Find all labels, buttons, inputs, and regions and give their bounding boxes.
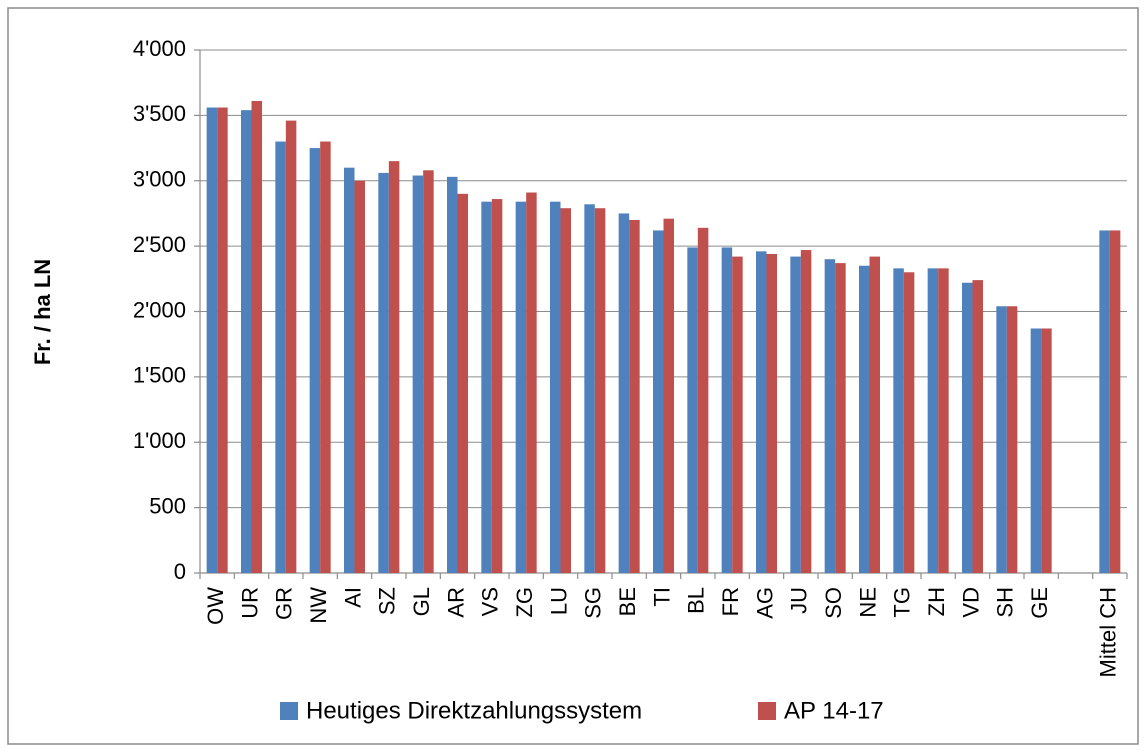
y-axis-label: Fr. / ha LN [30,259,55,365]
bar [903,272,915,573]
bar [251,100,262,574]
x-tick-label: JU [787,587,812,614]
x-tick-label: SG [581,587,606,619]
bar [663,218,674,574]
bar [344,167,355,574]
x-tick-label: BL [684,587,709,614]
y-tick-label: 0 [174,559,186,584]
bar [481,201,492,574]
bar [275,141,286,573]
x-tick-label: NW [306,587,331,624]
x-tick-label: OW [203,587,228,625]
bar [697,227,709,573]
bar [457,193,468,573]
x-tick-label: ZH [924,587,949,616]
bar [378,172,389,573]
bar [560,208,571,573]
x-tick-label: TG [890,587,915,618]
y-tick-label: 3'500 [133,101,186,126]
bar [412,175,424,573]
bar [1099,230,1110,573]
bar [800,250,812,574]
y-tick-label: 1'000 [133,428,186,453]
x-tick-label: AI [340,587,365,608]
x-tick-label: AG [752,587,777,619]
x-tick-label: SO [821,587,846,619]
bar [241,110,252,574]
bar [766,253,777,573]
x-tick-label: GE [1027,587,1052,619]
bar [629,219,640,573]
bar [388,161,400,573]
bar [423,170,434,574]
bar [1109,230,1121,573]
bar [584,204,595,573]
y-tick-label: 2'000 [133,297,186,322]
x-tick-label: ZG [512,587,537,618]
x-tick-label: UR [237,587,262,619]
bar [687,247,698,573]
legend-label: Heutiges Direktzahlungssystem [306,697,642,724]
legend-label: AP 14-17 [784,697,884,724]
bar [927,268,939,573]
bar [732,256,743,573]
legend-swatch [280,702,298,720]
x-tick-label: BE [615,587,640,616]
bar [869,256,880,573]
bar [938,268,949,573]
bar [1041,328,1052,573]
bar [217,107,228,573]
x-tick-label: AR [443,587,468,618]
y-tick-label: 2'500 [133,232,186,257]
bar [526,192,537,573]
bar [859,265,870,573]
bar [285,120,297,573]
legend-swatch [758,702,776,720]
bar [354,180,365,573]
bar [962,282,973,573]
bar [447,176,458,573]
x-tick-label: NE [855,587,880,618]
bar [618,213,630,573]
chart-border [7,7,1139,745]
bar [835,263,846,573]
x-tick-label: VD [958,587,983,618]
bar [721,247,733,573]
bar [996,306,1007,573]
x-tick-label: FR [718,587,743,616]
x-tick-label: SH [993,587,1018,618]
bar [491,199,503,573]
bar [790,256,801,573]
bar [1006,306,1018,573]
bar [309,148,321,573]
bar [1030,328,1042,573]
x-tick-label: VS [478,587,503,616]
bar [756,251,767,574]
x-tick-label: GR [272,587,297,620]
x-tick-label: Mittel CH [1096,587,1121,677]
x-tick-label: LU [546,587,571,615]
bar [653,230,664,573]
bar [972,280,983,573]
y-tick-label: 500 [149,493,186,518]
y-tick-label: 3'000 [133,167,186,192]
bar [515,201,527,574]
x-tick-label: TI [649,587,674,607]
bar [206,107,218,573]
x-tick-label: GL [409,587,434,616]
bar [550,201,561,574]
bar [824,259,836,573]
x-tick-label: SZ [375,587,400,615]
bar [320,141,331,573]
y-tick-label: 4'000 [133,36,186,61]
bar [594,208,606,573]
y-tick-label: 1'500 [133,363,186,388]
bar [893,268,904,573]
